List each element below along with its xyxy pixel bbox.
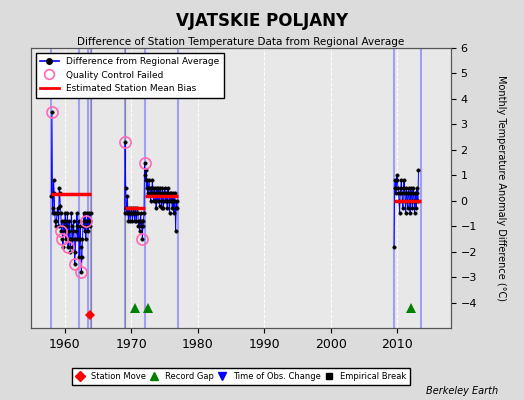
Text: VJATSKIE POLJANY: VJATSKIE POLJANY — [176, 12, 348, 30]
Title: Difference of Station Temperature Data from Regional Average: Difference of Station Temperature Data f… — [78, 37, 405, 47]
Y-axis label: Monthly Temperature Anomaly Difference (°C): Monthly Temperature Anomaly Difference (… — [496, 75, 506, 301]
Legend: Station Move, Record Gap, Time of Obs. Change, Empirical Break: Station Move, Record Gap, Time of Obs. C… — [72, 368, 410, 386]
Text: Berkeley Earth: Berkeley Earth — [425, 386, 498, 396]
